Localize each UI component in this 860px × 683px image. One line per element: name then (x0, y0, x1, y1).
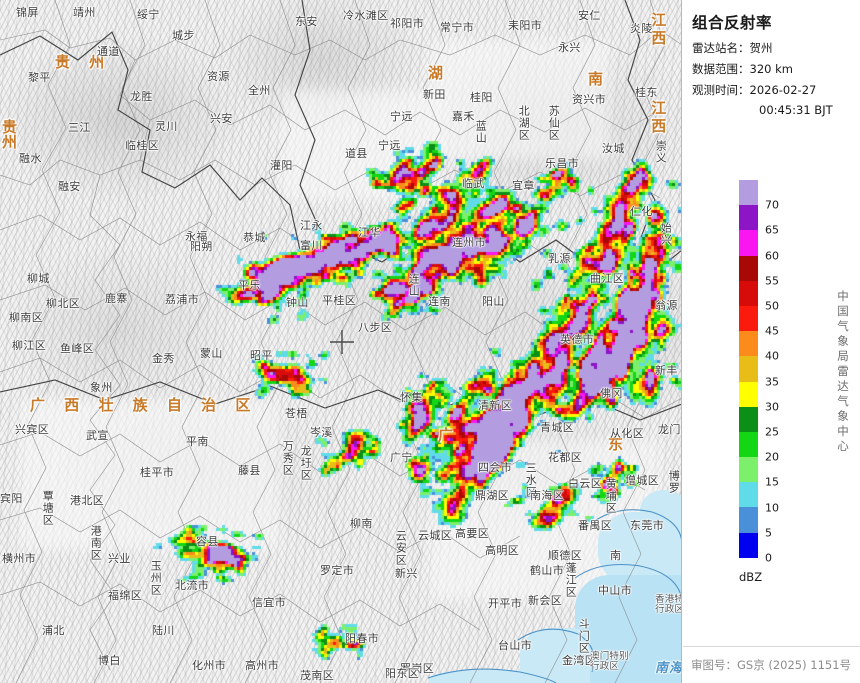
colorbar-tick-50: 50 (765, 299, 779, 313)
colorbar-tick-30: 30 (765, 400, 779, 414)
info-panel: 组合反射率 雷达站名：贺州 数据范围：320 km 观测时间：2026-02-2… (683, 0, 860, 683)
colorbar-segment-35 (739, 356, 758, 382)
radar-map[interactable]: 贵 州贵 州湖南江西 江西广 西 壮 族 自 治 区广东锦屏 靖州 绥宁 东安 冷水滩区祁… (0, 0, 682, 683)
product-title: 组合反射率 (692, 14, 773, 32)
colorbar-segment-5 (739, 507, 758, 533)
colorbar-segment-20 (739, 431, 758, 458)
agency-credit: 中国气象局雷达气象中心 (836, 290, 850, 455)
range-row: 数据范围：320 km (692, 61, 793, 77)
station-value: 贺州 (749, 41, 773, 55)
colorbar-tick-65: 65 (765, 223, 779, 237)
colorbar-tick-70: 70 (765, 198, 779, 212)
colorbar-segment-0 (739, 532, 758, 558)
colorbar-tick-15: 15 (765, 475, 779, 489)
colorbar-segment-60 (739, 230, 758, 256)
colorbar-segment-40 (739, 331, 758, 357)
time-row: 观测时间：2026-02-27 (692, 82, 816, 98)
colorbar-tick-10: 10 (765, 501, 779, 515)
time-value-date: 2026-02-27 (749, 83, 817, 97)
range-value: 320 km (749, 62, 793, 76)
colorbar-segment-50 (739, 280, 758, 306)
colorbar-tick-40: 40 (765, 349, 779, 363)
colorbar-tick-20: 20 (765, 450, 779, 464)
radar-echo-layer (0, 0, 681, 683)
colorbar-tick-35: 35 (765, 375, 779, 389)
colorbar-tick-55: 55 (765, 274, 779, 288)
map-approval-number: 审图号：GS京 (2025) 1151号 (691, 658, 852, 672)
station-label: 雷达站名： (692, 41, 750, 55)
colorbar-segment-70 (739, 180, 758, 206)
colorbar-segment-65 (739, 205, 758, 231)
colorbar-tick-5: 5 (765, 526, 772, 540)
colorbar-strip[interactable] (739, 180, 758, 558)
colorbar-unit-label: dBZ (739, 570, 763, 584)
colorbar-tick-0: 0 (765, 551, 772, 565)
time-label: 观测时间： (692, 83, 750, 97)
colorbar-segment-45 (739, 305, 758, 332)
station-row: 雷达站名：贺州 (692, 40, 773, 56)
colorbar-segment-25 (739, 406, 758, 432)
colorbar-segment-30 (739, 381, 758, 407)
time-value-clock: 00:45:31 BJT (759, 103, 833, 117)
colorbar-segment-55 (739, 255, 758, 281)
colorbar-segment-10 (739, 482, 758, 508)
colorbar-tick-60: 60 (765, 249, 779, 263)
colorbar-tick-45: 45 (765, 324, 779, 338)
footer-divider (683, 646, 860, 647)
colorbar-tick-25: 25 (765, 425, 779, 439)
range-label: 数据范围： (692, 62, 750, 76)
colorbar-legend[interactable]: 0 5 10 15 20 25 30 35 40 45 50 55 60 65 70 (739, 180, 779, 565)
colorbar-segment-15 (739, 457, 758, 483)
